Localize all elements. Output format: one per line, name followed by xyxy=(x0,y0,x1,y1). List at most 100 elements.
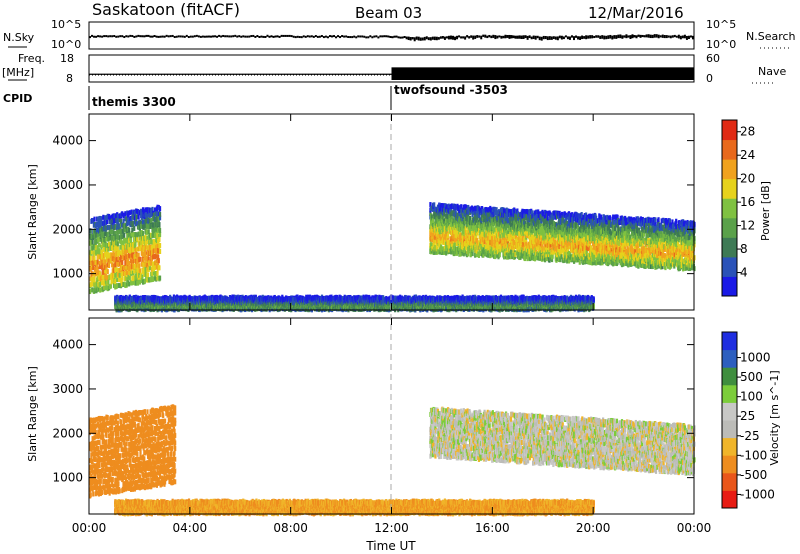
power-cell xyxy=(636,216,639,222)
noise-point xyxy=(173,36,176,39)
power-cell xyxy=(540,237,544,243)
power-cell xyxy=(508,215,511,221)
power-cell xyxy=(92,265,95,271)
power-cell xyxy=(140,278,143,284)
power-cell xyxy=(537,255,540,261)
noise-point xyxy=(177,35,180,38)
power-cell xyxy=(436,204,440,210)
power-cell xyxy=(576,233,579,239)
noise-point xyxy=(514,35,517,39)
power-cell xyxy=(507,225,510,231)
power-cell xyxy=(105,275,108,281)
power-cell xyxy=(494,254,497,260)
noise-point xyxy=(445,36,448,39)
power-cell xyxy=(528,223,531,229)
noise-point xyxy=(456,35,459,40)
power-cell xyxy=(622,217,625,223)
power-cell xyxy=(491,249,494,255)
power-cell xyxy=(508,208,511,214)
power-cell xyxy=(504,226,508,232)
power-cell xyxy=(564,244,567,250)
power-cell xyxy=(612,214,615,220)
power-cell xyxy=(146,262,149,268)
power-cell xyxy=(468,207,471,213)
power-cell xyxy=(486,211,489,217)
noise-point xyxy=(316,35,319,38)
power-cell xyxy=(148,265,152,271)
power-cell xyxy=(543,235,546,241)
power-cell xyxy=(579,247,583,253)
power-cell xyxy=(455,237,458,243)
power-cell xyxy=(489,235,493,241)
power-cell xyxy=(528,244,532,250)
noise-point xyxy=(413,37,416,42)
power-cell xyxy=(508,212,511,218)
power-cell xyxy=(572,218,575,224)
power-cell xyxy=(547,234,550,240)
power-cell xyxy=(511,234,514,240)
power-cell xyxy=(436,249,440,255)
power-cell xyxy=(473,240,476,246)
power-cell xyxy=(507,229,510,235)
noise-point xyxy=(159,35,162,38)
power-cell xyxy=(614,237,617,243)
power-cell xyxy=(157,228,160,234)
power-cell xyxy=(587,230,590,236)
power-cell xyxy=(114,272,117,278)
power-cell xyxy=(111,277,114,283)
power-cell xyxy=(584,212,588,218)
power-cell xyxy=(629,238,632,244)
power-cell xyxy=(96,266,99,272)
power-cell xyxy=(137,231,140,237)
noise-point xyxy=(443,36,446,40)
power-cell xyxy=(554,214,557,220)
noise-point xyxy=(419,37,422,41)
power-cell xyxy=(605,253,608,259)
power-cell xyxy=(136,267,140,273)
noise-point xyxy=(141,35,144,38)
power-cell xyxy=(555,256,559,262)
noise-point xyxy=(454,36,457,41)
power-cell xyxy=(608,225,611,231)
noise-point xyxy=(486,35,489,39)
noise-point xyxy=(226,35,229,38)
power-cell xyxy=(610,230,613,236)
power-cell xyxy=(438,249,441,255)
noise-point xyxy=(314,35,317,38)
noise-point xyxy=(627,35,630,38)
power-cell xyxy=(529,235,532,241)
power-cell xyxy=(124,211,127,217)
power-cell xyxy=(158,222,161,228)
power-cell xyxy=(506,239,510,245)
power-cell xyxy=(148,218,152,224)
power-cell xyxy=(158,232,162,238)
power-cell xyxy=(474,205,477,211)
noise-point xyxy=(472,35,475,40)
power-cell xyxy=(638,248,641,254)
power-cell xyxy=(445,218,448,224)
noise-point xyxy=(375,35,378,38)
power-cell xyxy=(554,221,557,227)
power-cell xyxy=(157,216,160,222)
noise-point xyxy=(488,34,491,38)
power-cell xyxy=(501,222,504,228)
power-cell xyxy=(158,248,162,254)
power-cell xyxy=(122,281,125,287)
power-cell xyxy=(467,251,470,257)
power-cell xyxy=(150,277,153,283)
power-cell xyxy=(537,247,540,253)
power-cell xyxy=(462,208,465,214)
noise-point xyxy=(512,35,515,39)
power-cell xyxy=(123,227,126,233)
power-cell xyxy=(442,228,445,234)
power-cell xyxy=(150,260,153,266)
power-cell xyxy=(535,218,538,224)
freq-trace xyxy=(89,67,694,80)
noise-point xyxy=(679,35,682,40)
power-cell xyxy=(142,257,145,263)
cpid-panel: CPID themis 3300 twofsound -3503 xyxy=(3,83,508,110)
power-cell xyxy=(671,219,674,225)
freq-nave-block xyxy=(391,67,694,80)
power-cell xyxy=(93,276,96,282)
power-cell xyxy=(150,218,153,224)
